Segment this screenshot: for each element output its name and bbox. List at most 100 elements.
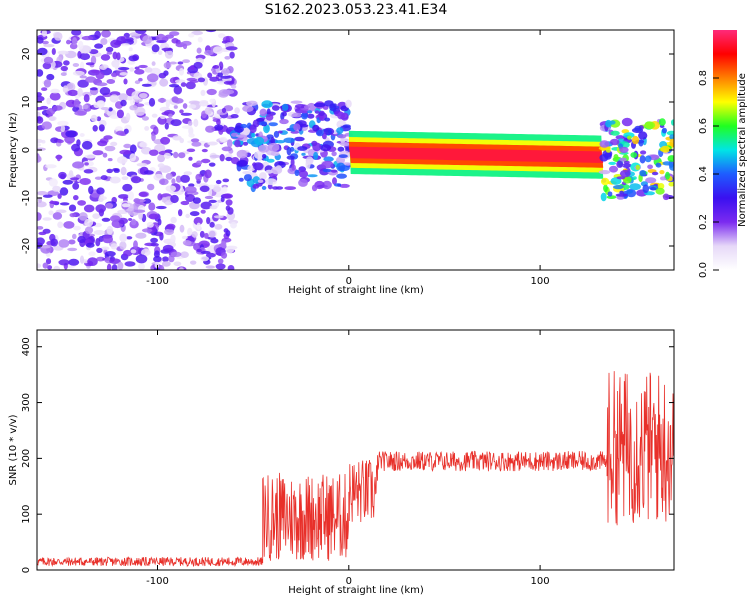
spectrogram-cell [153, 173, 164, 181]
spectrogram-cell [207, 141, 218, 146]
spectrogram-cell [340, 112, 349, 121]
spectrogram-cell [81, 35, 94, 41]
spectrogram-cell [220, 75, 231, 79]
spectrogram-cell [199, 185, 210, 193]
spectrogram-cell [106, 263, 112, 270]
spectrogram-cell [48, 116, 57, 121]
snr-y-ticks: 0 100 200 300 400 [21, 337, 674, 573]
spectrogram-cell [84, 218, 94, 227]
spectrogram-cell [144, 125, 150, 131]
spectrogram-cell [196, 47, 202, 54]
spectrogram-cell [106, 168, 113, 174]
snr-frame [36, 329, 675, 571]
spectrogram-cell [313, 102, 326, 108]
spectrogram-cell [83, 94, 90, 103]
spectrogram-cell [603, 184, 608, 193]
snr-x-tick-label: -100 [146, 576, 169, 587]
spectrogram-cell [188, 133, 195, 138]
spectrogram-cell [193, 118, 199, 127]
spectrogram-cell [107, 158, 113, 162]
spectrogram-cell [180, 174, 191, 183]
spectrogram-cell [130, 249, 137, 254]
spectrogram-cell [73, 195, 79, 201]
spectrogram-cell [96, 187, 105, 195]
spectrogram-cell [53, 265, 61, 270]
spectrogram-cell [119, 149, 131, 155]
spectrogram-cell [196, 160, 203, 166]
spectrogram-cell [128, 55, 138, 62]
spectrogram-cell [92, 213, 100, 220]
spectrogram-cell [234, 126, 244, 133]
spectrogram-cell [257, 179, 264, 183]
spectrogram-cell [133, 240, 138, 250]
spectrogram-cell [84, 154, 97, 159]
spectrogram-cell [43, 79, 52, 88]
spectrogram-cell [94, 30, 101, 39]
spectrogram-cell [193, 217, 203, 226]
snr-y-tick-label: 0 [21, 567, 32, 573]
spectrogram-cell [190, 138, 200, 143]
spectrogram-cell [89, 87, 99, 91]
spectrogram-cell [225, 199, 233, 206]
spectrogram-cell [121, 176, 129, 181]
spectrogram-cell [180, 251, 189, 258]
spectrogram-cell [72, 70, 85, 76]
spectrogram-cell [622, 163, 632, 168]
colorbar-tick-label: 0.2 [698, 214, 709, 230]
spectrogram-cell [179, 224, 185, 233]
spectrogram-cell [330, 169, 338, 173]
spectrogram-cell [135, 232, 147, 239]
spectrogram-cell [290, 100, 303, 104]
spectrogram-cell [215, 263, 226, 270]
spectrogram-cell [37, 69, 44, 77]
spectrogram-cell [37, 226, 44, 230]
spectrogram-cell [92, 125, 98, 132]
spectrogram-cell [101, 217, 111, 222]
spectrogram-cell [158, 178, 169, 186]
spectrogram-cell [230, 84, 237, 89]
spectrogram-cell [94, 43, 104, 49]
colorbar-ticks: 0.0 0.2 0.4 0.6 0.8 [698, 70, 719, 278]
spectrogram-cell [314, 110, 320, 114]
spectrogram-cell [88, 185, 94, 195]
spectrogram-cell [181, 125, 193, 129]
spectrogram-cell [98, 197, 104, 202]
spectrogram-cell [173, 98, 184, 104]
spectrogram-cell [96, 82, 108, 87]
spectrogram-cell [236, 149, 248, 159]
spectrogram-cell [151, 113, 158, 118]
spectrogram-cell [165, 99, 170, 108]
spectrogram-cell [85, 76, 97, 83]
spectrogram-cell [322, 180, 332, 190]
spectrogram-cell [42, 262, 49, 269]
spectrogram-cell [231, 157, 240, 165]
colorbar-gradient [713, 30, 737, 270]
spectrogram-cell [613, 154, 619, 160]
spectrogram-cell [195, 173, 202, 182]
spectrogram-cell [102, 152, 108, 158]
spectrogram-cell [111, 264, 118, 270]
spectrogram-cell [615, 193, 628, 197]
spectrogram-cell [667, 155, 674, 162]
spectrogram-cell [142, 198, 152, 204]
spectrogram-cell [621, 117, 633, 127]
spectrogram-cell [92, 150, 104, 156]
spectrogram-cell [111, 72, 118, 77]
spectrogram-cell [222, 186, 228, 193]
spectrogram-cell [129, 144, 137, 154]
spectrogram-cell [151, 44, 160, 53]
spectrogram-cell [263, 124, 270, 134]
spectrogram-cell [259, 172, 267, 181]
spectrogram-cell [179, 68, 184, 76]
spectrogram-cell [619, 146, 629, 153]
spectrogram-cell [162, 256, 169, 263]
spectrogram-cell [205, 252, 216, 258]
spectrogram-cell [104, 145, 116, 152]
spectrogram-cell [187, 227, 193, 236]
spectrogram-cell [200, 209, 206, 214]
spectrogram-cell [179, 109, 184, 114]
spectrogram-cell [234, 139, 241, 148]
spectrogram-cell [272, 186, 279, 190]
chart-title: S162.2023.053.23.41.E34 [265, 2, 448, 18]
spectrogram-cell [162, 244, 174, 252]
